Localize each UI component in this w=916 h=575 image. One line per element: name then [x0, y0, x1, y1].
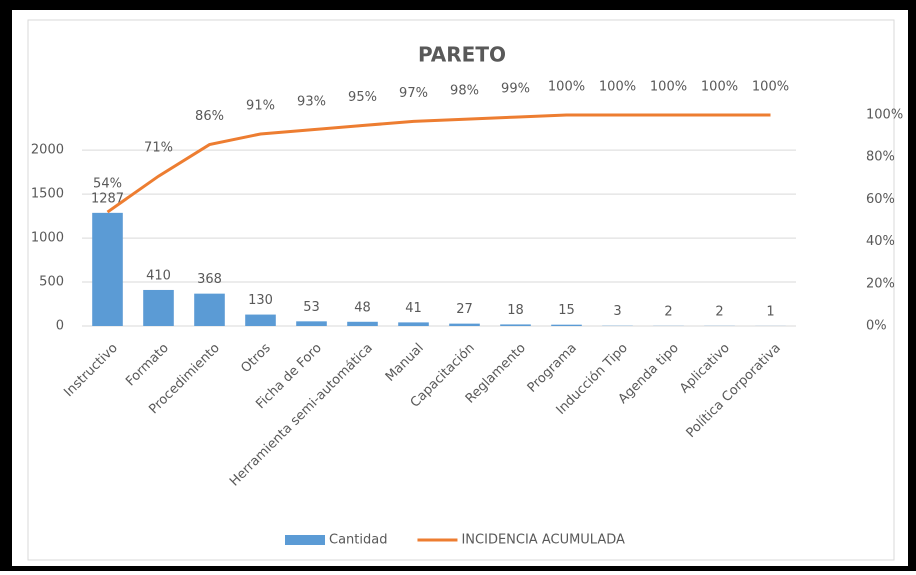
y2-tick-label: 20%: [866, 276, 895, 291]
line-value-label: 86%: [195, 109, 224, 124]
line-value-label: 71%: [144, 141, 173, 156]
bar: [245, 315, 276, 326]
bar: [500, 324, 531, 326]
y-tick-label: 500: [39, 275, 64, 290]
y2-tick-label: 80%: [866, 150, 895, 165]
y-tick-label: 2000: [31, 143, 64, 158]
bar-value-label: 48: [354, 300, 371, 315]
bar-value-label: 1: [766, 304, 774, 319]
line-value-label: 100%: [752, 80, 789, 95]
line-value-label: 93%: [297, 94, 326, 109]
legend-label: INCIDENCIA ACUMULADA: [461, 533, 625, 548]
bar-value-label: 2: [664, 304, 672, 319]
y-tick-label: 1500: [31, 187, 64, 202]
legend-swatch: [285, 535, 325, 545]
y2-tick-label: 0%: [866, 319, 887, 334]
bar-value-label: 41: [405, 301, 422, 316]
line-value-label: 100%: [548, 80, 585, 95]
bar: [551, 325, 582, 326]
line-value-label: 100%: [599, 80, 636, 95]
line-value-label: 100%: [650, 80, 687, 95]
y2-tick-label: 100%: [866, 108, 903, 123]
y2-tick-label: 40%: [866, 234, 895, 249]
bar-value-label: 18: [507, 303, 524, 318]
bar: [194, 294, 225, 326]
bar: [449, 324, 480, 326]
legend-label: Cantidad: [329, 533, 387, 548]
bar-value-label: 2: [715, 304, 723, 319]
y-tick-label: 1000: [31, 231, 64, 246]
bar: [398, 322, 429, 326]
line-value-label: 95%: [348, 90, 377, 105]
bar: [347, 322, 378, 326]
line-value-label: 99%: [501, 82, 530, 97]
line-value-label: 98%: [450, 84, 479, 99]
line-value-label: 91%: [246, 98, 275, 113]
bar-value-label: 130: [248, 293, 273, 308]
bar: [143, 290, 174, 326]
bar-value-label: 27: [456, 302, 473, 317]
line-value-label: 54%: [93, 177, 122, 192]
bar-value-label: 410: [146, 268, 171, 283]
line-value-label: 100%: [701, 80, 738, 95]
y2-tick-label: 60%: [866, 192, 895, 207]
bar: [296, 321, 327, 326]
chart-title: PARETO: [418, 43, 506, 67]
bar-value-label: 15: [558, 303, 575, 318]
line-value-label: 97%: [399, 86, 428, 101]
bar-value-label: 368: [197, 272, 222, 287]
y-tick-label: 0: [56, 319, 64, 334]
bar-value-label: 3: [613, 304, 621, 319]
bar: [92, 213, 123, 326]
bar-value-label: 53: [303, 300, 320, 315]
